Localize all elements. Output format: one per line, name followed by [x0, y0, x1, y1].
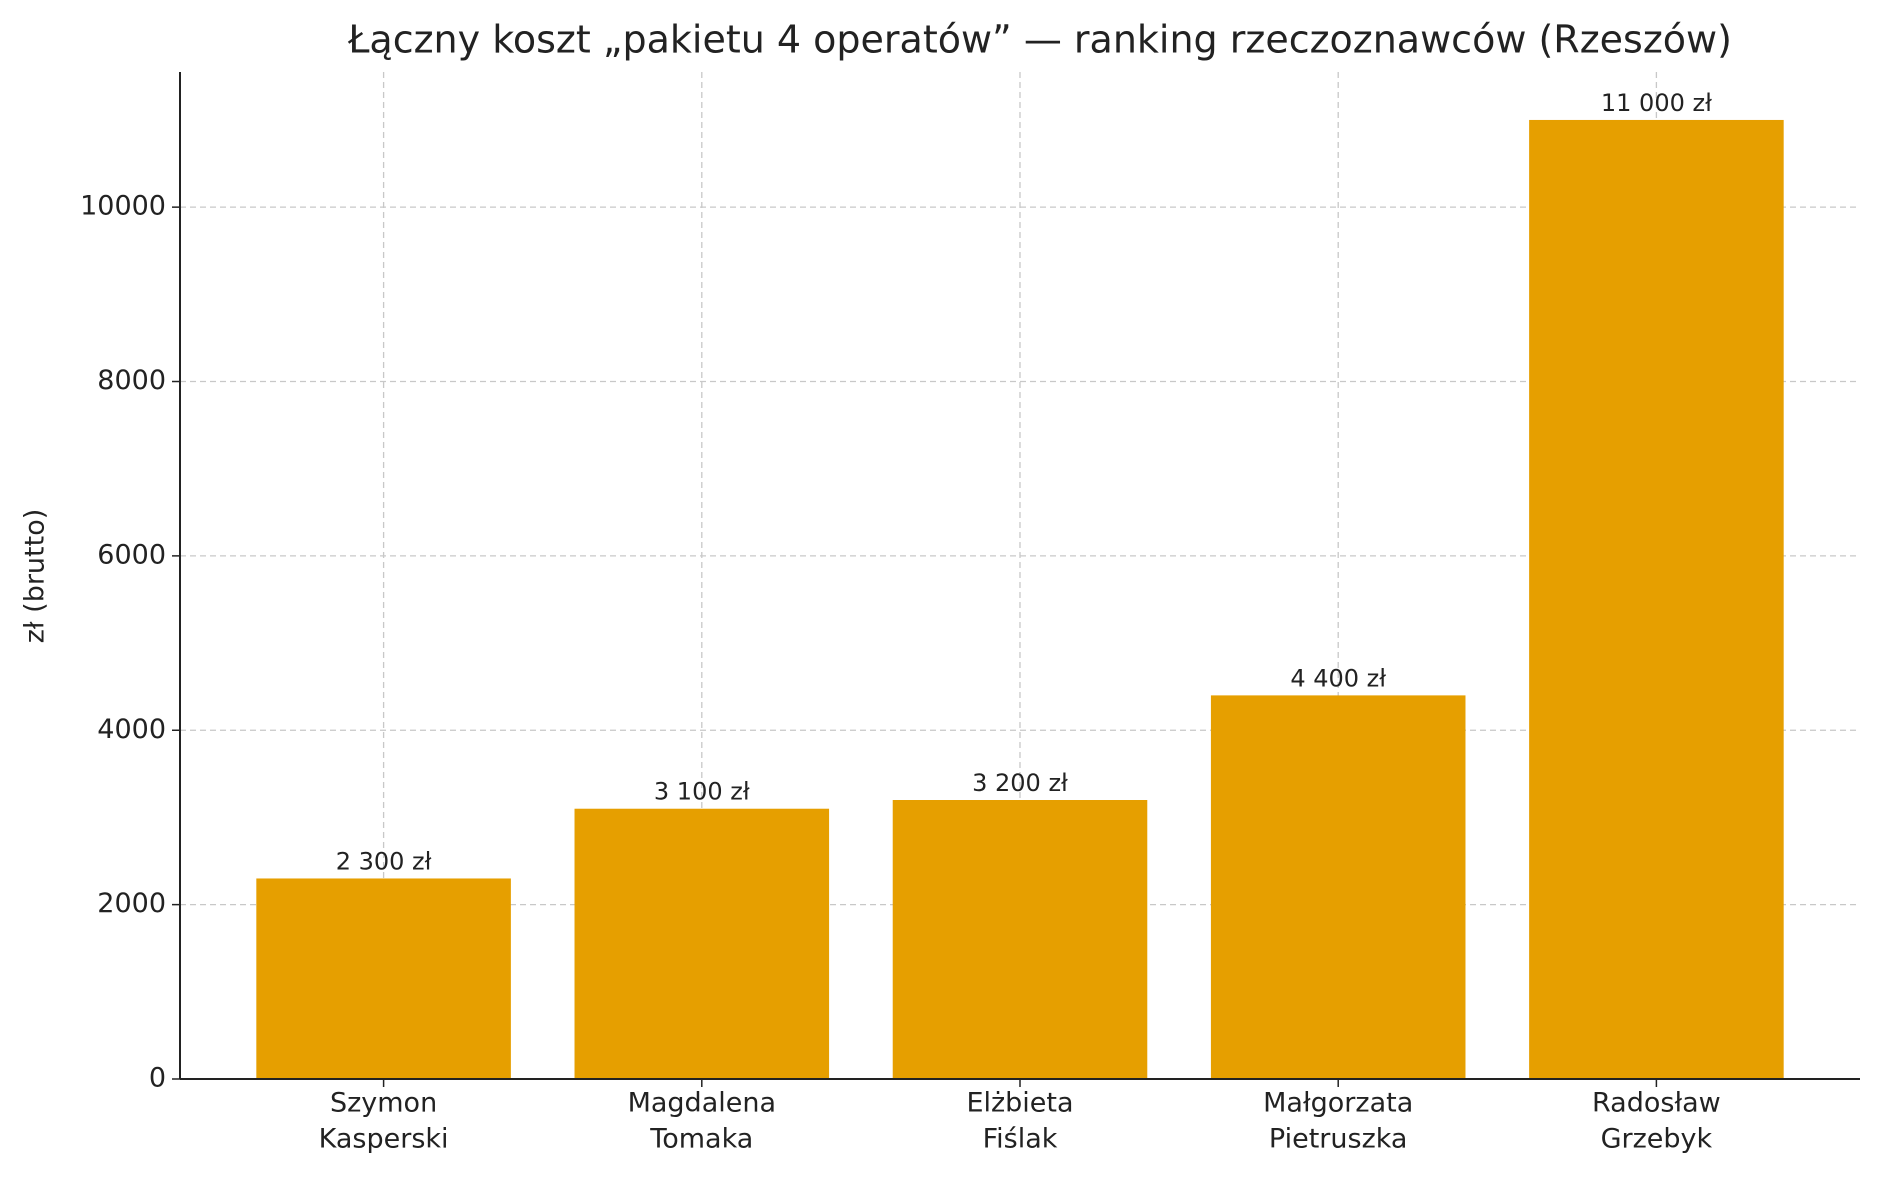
bar — [1529, 119, 1784, 1079]
value-label: 3 100 zł — [654, 778, 750, 806]
x-tick-label: Radosław — [1592, 1088, 1721, 1119]
x-tick-label: Grzebyk — [1601, 1124, 1713, 1155]
x-tick-label: Kasperski — [319, 1124, 449, 1155]
x-tick-label: Pietruszka — [1269, 1124, 1408, 1155]
bar — [892, 800, 1148, 1079]
y-axis-label: zł (brutto) — [20, 509, 51, 644]
value-label: 3 200 zł — [972, 769, 1068, 797]
y-tick-label: 8000 — [97, 365, 166, 396]
y-tick-label: 2000 — [97, 888, 166, 919]
value-label: 4 400 zł — [1290, 664, 1386, 692]
y-tick-label: 0 — [149, 1063, 166, 1094]
bar — [1210, 695, 1466, 1079]
x-tick-label: Tomaka — [649, 1124, 753, 1155]
value-label: 2 300 zł — [336, 847, 432, 875]
y-tick-label: 4000 — [97, 714, 166, 745]
x-tick-label: Małgorzata — [1263, 1088, 1413, 1119]
y-tick-label: 10000 — [80, 191, 166, 222]
x-tick-label: Fiślak — [983, 1124, 1058, 1155]
y-tick-label: 6000 — [97, 539, 166, 570]
x-tick-label: Elżbieta — [966, 1088, 1073, 1119]
chart-title: Łączny koszt „pakietu 4 operatów” — rank… — [347, 18, 1732, 62]
value-label: 11 000 zł — [1601, 89, 1712, 117]
bar — [574, 808, 830, 1079]
x-tick-label: Szymon — [330, 1088, 437, 1119]
bar — [256, 878, 511, 1079]
x-tick-label: Magdalena — [628, 1088, 776, 1119]
